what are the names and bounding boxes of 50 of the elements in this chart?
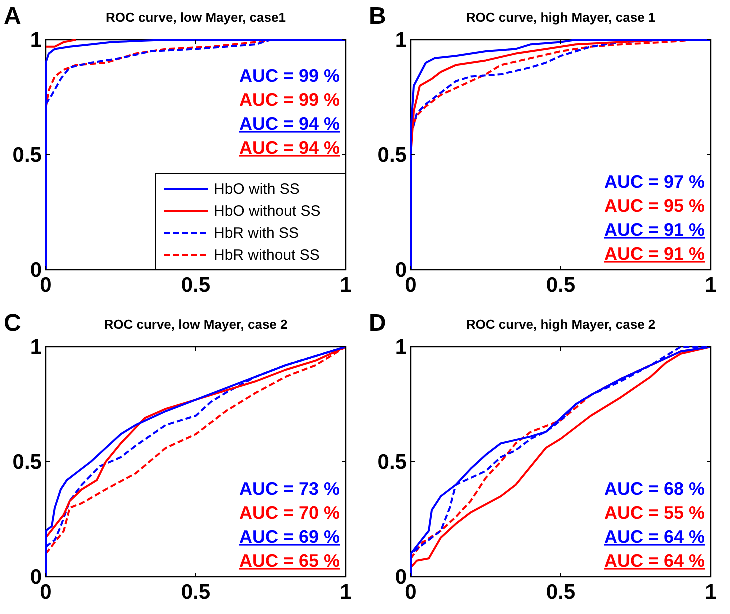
annotation: AUC = 65 % bbox=[239, 551, 340, 571]
annotation: AUC = 69 % bbox=[239, 527, 340, 547]
y-tick-label: 0.5 bbox=[12, 144, 42, 167]
x-tick-label: 1 bbox=[340, 581, 352, 604]
annotation: AUC = 94 % bbox=[239, 138, 340, 158]
annotation: AUC = 70 % bbox=[239, 503, 340, 523]
y-tick-label: 0 bbox=[395, 259, 407, 282]
legend-label: HbR without SS bbox=[214, 247, 320, 264]
annotation: AUC = 91 % bbox=[604, 220, 705, 240]
annotation: AUC = 95 % bbox=[604, 196, 705, 216]
annotation: AUC = 64 % bbox=[604, 527, 705, 547]
x-tick-label: 0.5 bbox=[546, 581, 576, 604]
x-tick-label: 1 bbox=[705, 581, 718, 604]
y-tick-label: 0 bbox=[30, 259, 42, 282]
annotation: AUC = 64 % bbox=[604, 551, 705, 571]
line-series bbox=[410, 39, 712, 271]
x-tick-label: 0.5 bbox=[546, 274, 576, 297]
annotation: AUC = 55 % bbox=[604, 503, 705, 523]
text: C bbox=[4, 310, 22, 337]
chart-title: ROC curve, low Mayer, case 2 bbox=[104, 317, 288, 332]
x-tick-label: 0.5 bbox=[181, 274, 211, 297]
annotation: AUC = 99 % bbox=[239, 90, 340, 110]
y-tick-label: 1 bbox=[30, 336, 42, 359]
y-tick-label: 1 bbox=[395, 336, 408, 359]
legend-label: HbO without SS bbox=[214, 203, 321, 220]
text: A bbox=[4, 3, 22, 30]
legend-label: HbO with SS bbox=[214, 181, 300, 198]
y-tick-label: 1 bbox=[395, 29, 408, 52]
text: B bbox=[369, 3, 386, 30]
y-tick-label: 0.5 bbox=[12, 451, 42, 474]
line-series bbox=[45, 39, 347, 271]
x-tick-label: 1 bbox=[340, 274, 352, 297]
chart-title: ROC curve, high Mayer, case 1 bbox=[466, 10, 656, 25]
annotation: AUC = 68 % bbox=[604, 479, 705, 499]
annotation: AUC = 94 % bbox=[239, 114, 340, 134]
y-tick-label: 0.5 bbox=[378, 144, 408, 167]
y-tick-label: 0.5 bbox=[378, 451, 408, 474]
y-tick-label: 0 bbox=[395, 566, 407, 589]
annotation: AUC = 99 % bbox=[239, 66, 340, 86]
annotation: AUC = 97 % bbox=[604, 172, 705, 192]
chart-title: ROC curve, low Mayer, case1 bbox=[106, 10, 286, 25]
x-tick-label: 0.5 bbox=[181, 581, 211, 604]
chart-title: ROC curve, high Mayer, case 2 bbox=[466, 317, 656, 332]
x-tick-label: 1 bbox=[705, 274, 718, 297]
text: D bbox=[369, 310, 386, 337]
legend-label: HbR with SS bbox=[214, 225, 300, 242]
annotation: AUC = 91 % bbox=[604, 244, 705, 264]
y-tick-label: 0 bbox=[30, 566, 42, 589]
annotation: AUC = 73 % bbox=[239, 479, 340, 499]
y-tick-label: 1 bbox=[30, 29, 42, 52]
